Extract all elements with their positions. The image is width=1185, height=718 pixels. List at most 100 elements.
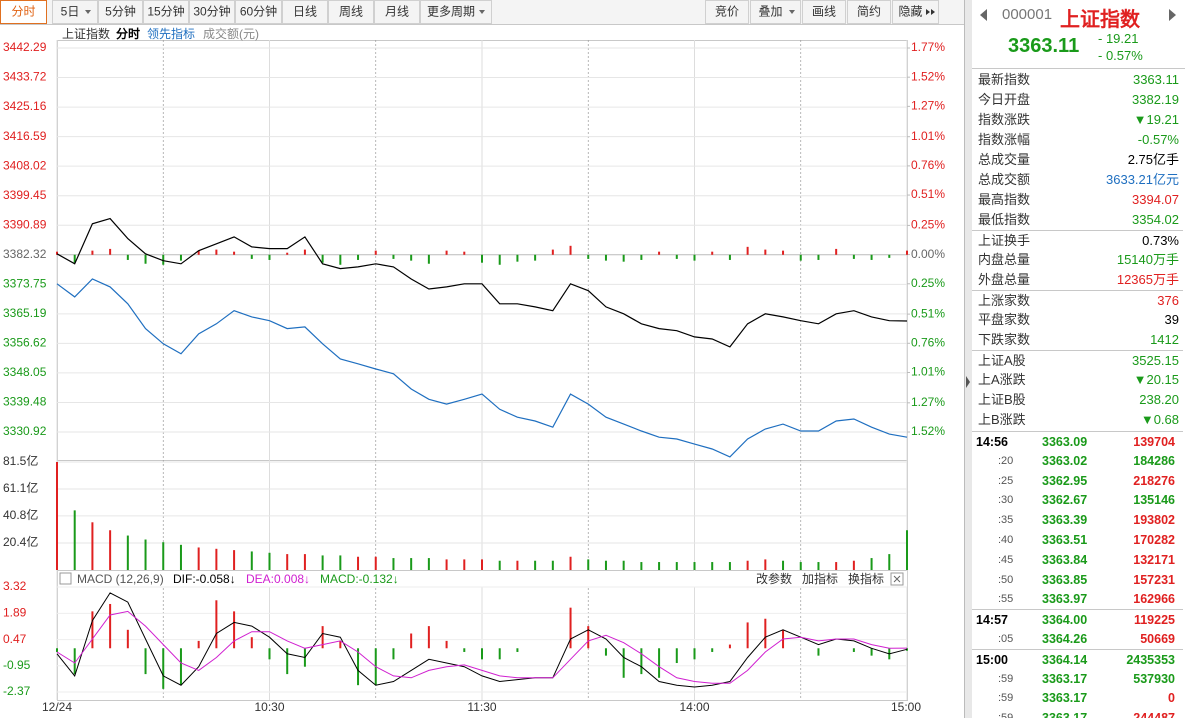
last-price: 3363.11 xyxy=(1008,35,1080,57)
volume-bar xyxy=(516,560,519,570)
toolbar-button[interactable]: 15分钟 xyxy=(143,0,189,24)
trade-volume: 170282 xyxy=(1133,533,1175,547)
imbalance-bar xyxy=(534,254,537,261)
toolbar-button[interactable]: 竞价 xyxy=(705,0,749,24)
stat-row: 总成交量 2.75亿手 xyxy=(972,150,1183,170)
toolbar-button[interactable]: 隐藏 xyxy=(892,0,939,24)
button-label: 30分钟 xyxy=(193,4,230,19)
trade-row: 14:57 3364.00 119225 xyxy=(972,609,1183,630)
prev-arrow[interactable] xyxy=(980,9,987,21)
indicator-button[interactable]: 加指标 xyxy=(802,571,838,586)
trade-volume: 132171 xyxy=(1133,552,1175,567)
indicator-button[interactable]: 换指标 xyxy=(848,571,884,586)
toolbar-button[interactable]: 日线 xyxy=(282,0,328,24)
imbalance-bar xyxy=(746,246,749,255)
stat-row: 上A涨跌 ▼20.15 xyxy=(972,370,1183,390)
volume-bar xyxy=(197,547,200,570)
price-change: - 19.21 xyxy=(1098,31,1139,46)
imbalance-bar xyxy=(144,254,147,264)
stat-label: 上B涨跌 xyxy=(978,412,1026,427)
stat-value: 3354.02 xyxy=(1132,212,1179,227)
trade-row: 14:56 3363.09 139704 xyxy=(972,431,1183,452)
button-label: 叠加 xyxy=(758,5,782,19)
toolbar-button[interactable]: 周线 xyxy=(328,0,374,24)
trade-price: 3363.85 xyxy=(1042,572,1088,587)
trade-price: 3363.84 xyxy=(1042,552,1088,567)
macd-bar xyxy=(658,648,661,678)
button-frame xyxy=(374,0,420,24)
toolbar-button[interactable]: 30分钟 xyxy=(189,0,235,24)
volume-bar xyxy=(817,562,820,570)
button-label: 竞价 xyxy=(715,5,739,19)
next-arrow[interactable] xyxy=(1169,9,1176,21)
y2-tick-label: 0.76% xyxy=(911,158,945,172)
indicator-button[interactable]: 改参数 xyxy=(756,571,792,586)
volume-bar xyxy=(852,560,855,570)
button-label: 隐藏 xyxy=(898,5,922,19)
y-tick-label: 3416.59 xyxy=(3,129,47,143)
stat-row: 上涨家数 376 xyxy=(972,290,1183,311)
close-button[interactable] xyxy=(890,572,904,586)
y-tick-label: 3.32 xyxy=(3,579,27,593)
trade-price: 3363.02 xyxy=(1042,453,1088,468)
trade-row: :20 3363.02 184286 xyxy=(972,451,1183,471)
toolbar-button[interactable]: 分时 xyxy=(0,0,47,24)
toolbar-button[interactable]: 月线 xyxy=(374,0,420,24)
macd-bar xyxy=(445,640,448,649)
y-tick-label: 3356.62 xyxy=(3,336,47,350)
button-frame xyxy=(750,0,801,24)
y-tick-label: 40.8亿 xyxy=(3,507,38,522)
volume-bar xyxy=(215,548,218,570)
toolbar-button[interactable]: 60分钟 xyxy=(235,0,282,24)
toolbar-button[interactable]: 5分钟 xyxy=(98,0,143,24)
macd-bar xyxy=(481,648,483,660)
y-tick-label: 3348.05 xyxy=(3,365,47,379)
button-frame xyxy=(847,0,891,24)
macd-bar xyxy=(675,648,678,664)
toolbar-button[interactable]: 更多周期 xyxy=(420,0,492,24)
stat-row: 总成交额 3633.21亿元 xyxy=(972,170,1183,190)
trade-row: :50 3363.85 157231 xyxy=(972,570,1183,590)
imbalance-bar xyxy=(516,254,519,262)
trade-row: :59 3363.17 244487 xyxy=(972,708,1183,718)
trade-row: :40 3363.51 170282 xyxy=(972,530,1183,550)
button-frame xyxy=(143,0,189,24)
stat-label: 总成交额 xyxy=(978,172,1031,187)
stat-label: 平盘家数 xyxy=(978,312,1031,327)
trade-price: 3364.14 xyxy=(1042,652,1088,667)
stat-value: ▼20.15 xyxy=(1133,372,1179,387)
toolbar-button[interactable]: 5日 xyxy=(52,0,98,24)
stat-label: 上A涨跌 xyxy=(978,372,1026,387)
volume-bar xyxy=(835,562,838,570)
button-frame xyxy=(705,0,749,24)
macd-bar xyxy=(215,600,218,649)
expand-arrow xyxy=(926,9,930,15)
toolbar-button[interactable]: 叠加 xyxy=(750,0,801,24)
imbalance-bar xyxy=(587,254,590,259)
stat-value: 39 xyxy=(1164,312,1179,327)
imbalance-bar xyxy=(604,254,607,261)
macd-bar xyxy=(817,648,820,656)
volume-bar xyxy=(179,544,182,570)
stat-row: 最高指数 3394.07 xyxy=(972,190,1183,210)
x-tick-label: 11:30 xyxy=(467,700,496,714)
volume-bar xyxy=(91,522,94,570)
stat-label: 今日开盘 xyxy=(978,92,1031,107)
volume-bar xyxy=(286,554,289,570)
help-icon[interactable] xyxy=(59,572,72,585)
button-frame xyxy=(98,0,143,24)
stat-value: 376 xyxy=(1157,293,1179,308)
volume-bar xyxy=(303,554,306,570)
macd-line xyxy=(56,592,908,688)
imbalance-bar xyxy=(374,250,377,255)
volume-bar xyxy=(587,559,590,570)
toolbar-button[interactable]: 画线 xyxy=(802,0,846,24)
imbalance-bar xyxy=(179,254,182,261)
macd-dif-label: DIF:-0.058↓ xyxy=(173,572,236,586)
trade-volume: 139704 xyxy=(1133,435,1175,449)
button-label: 5日 xyxy=(61,5,80,19)
legend-entry: 领先指标 xyxy=(147,26,195,41)
volume-bar xyxy=(109,530,112,570)
splitter[interactable] xyxy=(964,0,972,718)
toolbar-button[interactable]: 简约 xyxy=(847,0,891,24)
